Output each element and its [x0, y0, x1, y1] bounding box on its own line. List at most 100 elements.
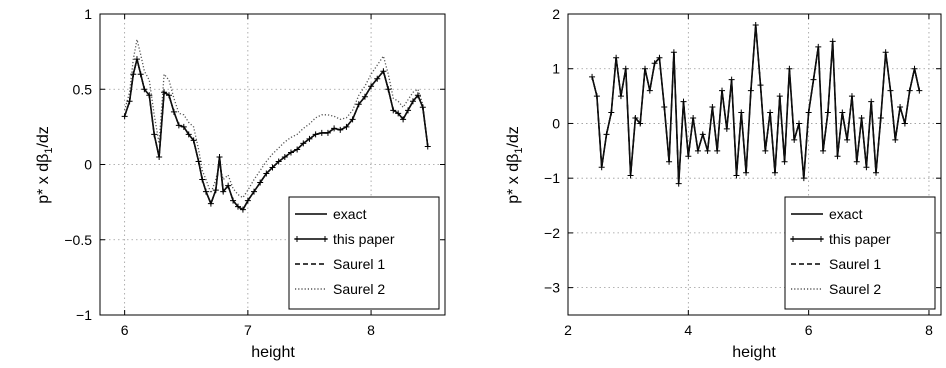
data-point-marker: [257, 179, 264, 186]
data-point-marker: [603, 131, 610, 138]
data-point-marker: [312, 131, 319, 138]
data-point-marker: [337, 126, 344, 133]
data-point-marker: [627, 172, 634, 179]
data-point-marker: [810, 76, 817, 83]
data-point-marker: [190, 137, 197, 144]
y-tick-label: −1: [76, 307, 92, 323]
x-tick-label: 2: [564, 322, 572, 338]
data-point-marker: [306, 135, 313, 142]
y-tick-label: 1: [552, 61, 560, 77]
data-point-marker: [747, 87, 754, 94]
data-point-marker: [324, 129, 331, 136]
data-point-marker: [642, 65, 649, 72]
data-point-marker: [195, 158, 202, 165]
data-point-marker: [844, 136, 851, 143]
data-point-marker: [207, 200, 214, 207]
data-point-marker: [405, 107, 412, 114]
data-point-marker: [651, 60, 658, 67]
data-point-marker: [235, 203, 241, 210]
data-point-marker: [699, 131, 706, 138]
data-point-marker: [911, 65, 918, 72]
legend-left: exact this paper Saurel 1 Saurel 2: [288, 196, 440, 310]
data-point-marker: [374, 75, 381, 82]
data-point-marker: [781, 158, 788, 165]
y-tick-label: −2: [544, 225, 560, 241]
data-point-marker: [202, 188, 209, 195]
data-point-marker: [834, 153, 841, 160]
data-point-marker: [380, 68, 387, 75]
data-point-marker: [593, 93, 600, 100]
data-point-marker: [349, 116, 356, 123]
data-point-marker: [863, 164, 870, 171]
x-axis-label-right: height: [732, 344, 776, 361]
data-point-marker: [622, 65, 629, 72]
data-point-marker: [395, 110, 402, 117]
data-point-marker: [791, 136, 798, 143]
data-point-marker: [892, 136, 899, 143]
data-point-marker: [130, 71, 137, 78]
x-tick-label: 8: [925, 322, 933, 338]
data-point-marker: [786, 65, 793, 72]
data-point-marker: [853, 158, 860, 165]
data-point-marker: [646, 87, 653, 94]
data-point-marker: [666, 158, 673, 165]
x-tick-label: 8: [367, 322, 375, 338]
data-point-marker: [121, 113, 128, 120]
data-point-marker: [829, 38, 836, 45]
data-point-marker: [617, 93, 624, 100]
plot-frame-right: [567, 13, 942, 316]
legend-label: this paper: [829, 231, 891, 247]
data-point-marker: [608, 109, 615, 116]
legend-label: Saurel 1: [333, 256, 385, 272]
data-point-marker: [263, 170, 270, 177]
data-point-marker: [897, 104, 904, 111]
data-point-marker: [133, 56, 140, 63]
data-point-marker: [690, 114, 697, 121]
data-point-marker: [839, 109, 846, 116]
data-point-marker: [220, 188, 227, 195]
data-point-marker: [180, 123, 187, 130]
data-point-marker: [906, 87, 913, 94]
data-point-marker: [709, 104, 716, 111]
series-exact-line: [591, 24, 921, 184]
data-point-marker: [752, 21, 759, 28]
data-point-marker: [728, 76, 735, 83]
data-point-marker: [275, 158, 282, 165]
legend-label: Saurel 2: [333, 281, 385, 297]
data-point-marker: [331, 125, 338, 132]
legend-label: Saurel 1: [829, 256, 881, 272]
x-tick-label: 7: [244, 322, 252, 338]
chart-left: 6 7 8 −1 −0.5 0 0.5 1 height p* x dβ1/dz exact t…: [35, 6, 446, 361]
data-point-marker: [414, 92, 421, 99]
data-point-marker: [723, 125, 730, 132]
series-exact-line: [123, 59, 429, 211]
data-point-marker: [225, 182, 232, 189]
data-point-marker: [151, 131, 158, 138]
data-point-marker: [361, 93, 368, 100]
data-point-marker: [251, 188, 258, 195]
x-axis-label-left: height: [251, 344, 295, 361]
data-point-marker: [738, 109, 745, 116]
series-saurel-1-line: [123, 59, 429, 211]
x-tick-label: 6: [121, 322, 129, 338]
data-point-marker: [743, 169, 750, 176]
data-point-marker: [175, 122, 182, 129]
legend-right: exact this paper Saurel 1 Saurel 2: [784, 196, 936, 310]
legend-marker: [322, 236, 328, 242]
data-point-marker: [126, 98, 133, 105]
y-tick-label: −0.5: [64, 232, 92, 248]
data-point-marker: [887, 87, 894, 94]
data-point-marker: [656, 54, 663, 61]
data-point-marker: [166, 92, 172, 99]
data-point-marker: [355, 101, 362, 108]
data-point-marker: [287, 149, 294, 156]
legend-marker: [818, 236, 824, 242]
data-point-marker: [685, 153, 692, 160]
data-point-marker: [776, 93, 783, 100]
legend-label: exact: [829, 206, 863, 222]
data-point-marker: [409, 98, 416, 105]
legend-box: [288, 196, 440, 310]
data-point-marker: [757, 82, 764, 89]
y-tick-label: 0: [552, 115, 560, 131]
data-point-marker: [796, 120, 803, 127]
